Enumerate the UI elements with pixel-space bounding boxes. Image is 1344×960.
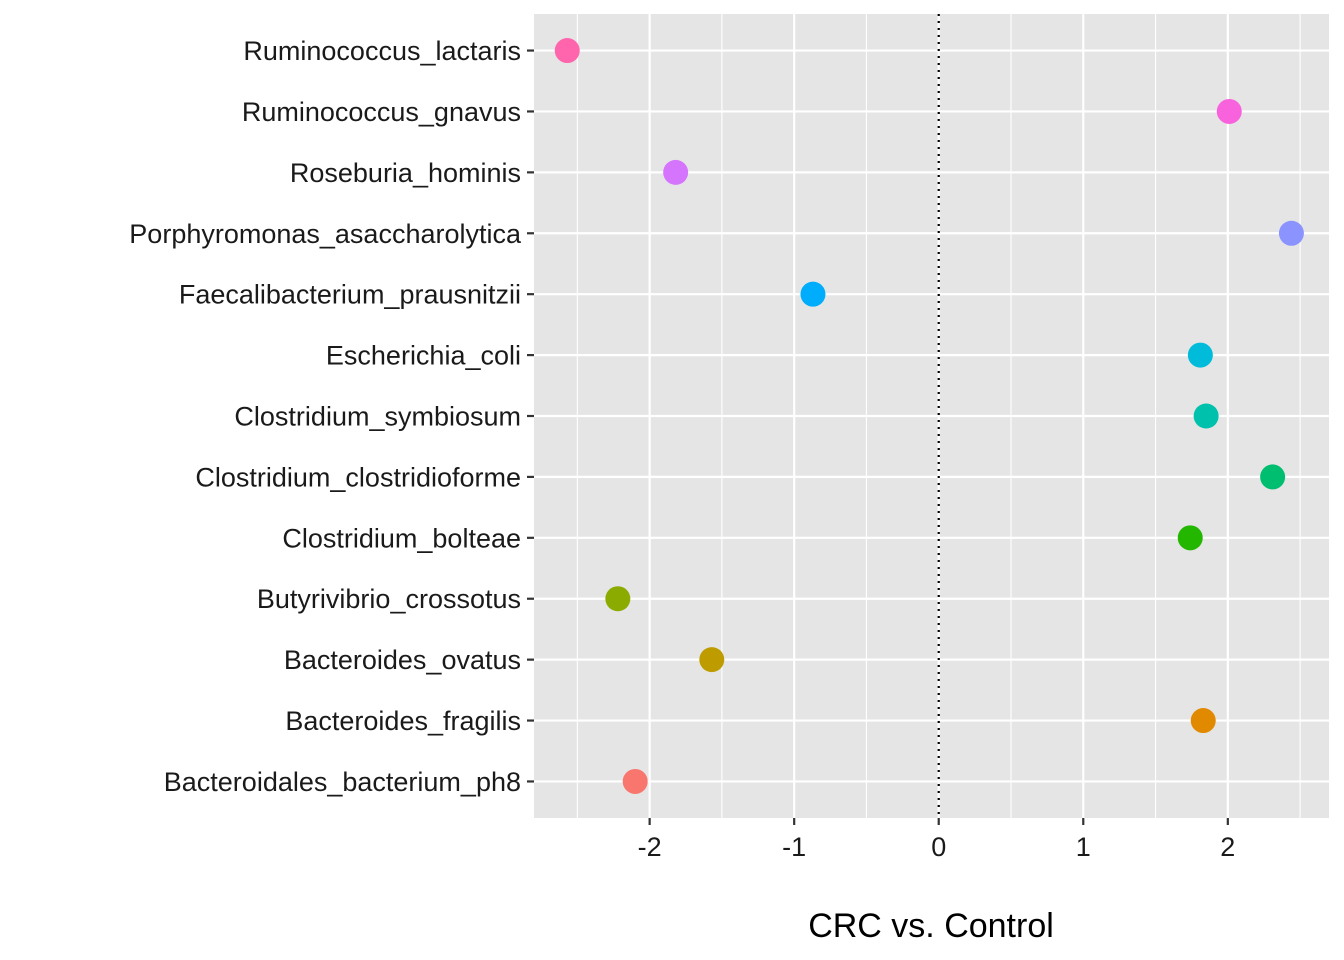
y-axis: Bacteroidales_bacterium_ph8 Bacteroides_f…	[129, 36, 534, 797]
data-point	[1278, 220, 1304, 246]
data-points	[554, 38, 1304, 794]
data-point	[1216, 98, 1242, 124]
y-tick-label: Bacteroidales_bacterium_ph8	[164, 767, 521, 797]
data-point	[1177, 525, 1203, 551]
data-point	[1187, 342, 1213, 368]
x-axis: -2 -1 0 1 2	[638, 818, 1235, 862]
y-tick-label: Butyrivibrio_crossotus	[257, 584, 521, 614]
y-tick-label: Clostridium_clostridioforme	[195, 462, 521, 492]
data-point	[663, 159, 689, 185]
y-tick-label: Ruminococcus_gnavus	[242, 97, 521, 127]
data-point	[1260, 464, 1286, 490]
y-tick-label: Roseburia_hominis	[290, 158, 521, 188]
y-tick-label: Ruminococcus_lactaris	[243, 36, 521, 66]
y-tick-label: Escherichia_coli	[326, 341, 521, 371]
data-point	[699, 647, 725, 673]
y-tick-label: Faecalibacterium_prausnitzii	[179, 280, 521, 310]
x-tick-label: 1	[1076, 832, 1091, 862]
y-tick-label: Bacteroides_fragilis	[285, 706, 521, 736]
y-tick-label: Clostridium_bolteae	[282, 523, 521, 553]
y-tick-label: Bacteroides_ovatus	[284, 645, 521, 675]
data-point	[1193, 403, 1219, 429]
data-point	[1190, 708, 1216, 734]
y-tick-label: Clostridium_symbiosum	[234, 402, 521, 432]
y-tick-label: Porphyromonas_asaccharolytica	[129, 219, 522, 249]
data-point	[800, 281, 826, 307]
x-tick-label: 0	[931, 832, 946, 862]
x-axis-title: CRC vs. Control	[808, 907, 1054, 945]
x-tick-label: -1	[782, 832, 806, 862]
data-point	[605, 586, 631, 612]
data-point	[622, 768, 648, 794]
x-tick-label: -2	[638, 832, 662, 862]
x-tick-label: 2	[1220, 832, 1235, 862]
data-point	[554, 38, 580, 64]
